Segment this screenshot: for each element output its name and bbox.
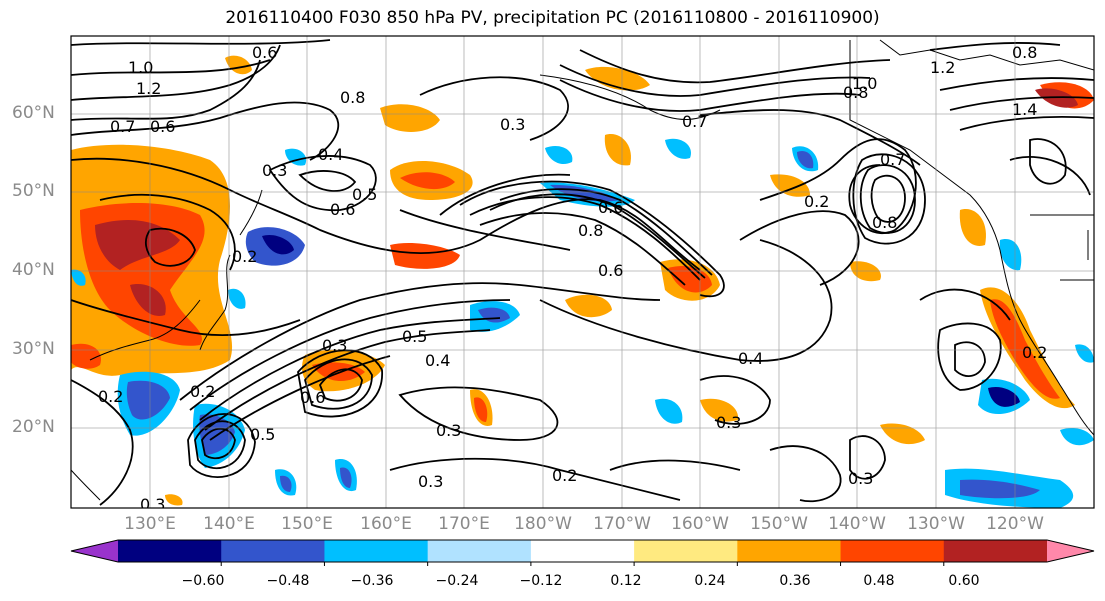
lon-label-120w: 120°W [986, 514, 1044, 534]
colorbar-cell [943, 540, 1048, 562]
contour-label: 0.6 [252, 43, 277, 62]
contour-label: 0.3 [322, 336, 347, 355]
contour-label: 0.3 [262, 161, 287, 180]
contour-label: 0.5 [352, 185, 377, 204]
graticule [71, 36, 1094, 508]
colorbar-tick-label: 0.24 [694, 573, 726, 589]
contour-label: 0.5 [250, 425, 275, 444]
colorbar [70, 539, 1095, 566]
colorbar-cell [737, 540, 842, 562]
contour-label: 0.8 [872, 213, 897, 232]
lon-label-180w: 180°W [514, 514, 572, 534]
map-title: 2016110400 F030 850 hPa PV, precipitatio… [225, 8, 880, 28]
contour-label: 0.8 [340, 88, 365, 107]
contour-label: 0.2 [804, 192, 829, 211]
contour-label: 0.2 [232, 247, 257, 266]
contour-label: 0.2 [1022, 343, 1047, 362]
contour-label: 0.6 [598, 198, 623, 217]
lon-label-170w: 170°W [593, 514, 651, 534]
map-frame [70, 35, 1095, 509]
lon-label-150e: 150°E [281, 514, 333, 534]
lat-label-20n: 20°N [12, 417, 55, 437]
contour-label: 1.2 [136, 79, 161, 98]
colorbar-cell [221, 540, 325, 562]
colorbar-tick-label: 0.48 [863, 573, 895, 589]
colorbar-extend-right [1047, 540, 1094, 562]
contour-label: 0.3 [848, 469, 873, 488]
contour-label: 0.3 [436, 421, 461, 440]
contour-label: 0.8 [1012, 43, 1037, 62]
colorbar-tick-label: 0.60 [948, 573, 980, 589]
colorbar-tick-label: 0.36 [779, 573, 811, 589]
lat-label-30n: 30°N [12, 339, 55, 359]
lat-label-60n: 60°N [12, 103, 55, 123]
contour-label: 0.6 [300, 388, 325, 407]
colorbar-tick-label: −0.12 [519, 573, 563, 589]
contour-label: 0.4 [425, 351, 450, 370]
contour-label: 0.4 [738, 349, 763, 368]
contour-label: 0.3 [716, 413, 741, 432]
contour-label: 0.7 [880, 150, 905, 169]
colorbar-tick-label: −0.24 [435, 573, 479, 589]
colorbar-tick-label: −0.60 [181, 573, 225, 589]
lon-label-160w: 160°W [671, 514, 729, 534]
negative-shading [71, 138, 1094, 508]
contour-label: 0.6 [598, 261, 623, 280]
lon-label-130e: 130°E [124, 514, 176, 534]
lat-label-40n: 40°N [12, 260, 55, 280]
colorbar-cell [324, 540, 429, 562]
contour-label: 1.2 [930, 58, 955, 77]
colorbar-cell [840, 540, 945, 562]
colorbar-cell [427, 540, 532, 562]
colorbar-cell [530, 540, 635, 562]
colorbar-cell [118, 540, 222, 562]
contour-label: 0.2 [190, 382, 215, 401]
lon-label-170e: 170°E [438, 514, 490, 534]
lon-label-150w: 150°W [750, 514, 808, 534]
contour-labels: 0.6 1.0 1.2 0.7 0.6 0.8 0.4 0.3 0.3 0.6 … [98, 43, 1047, 514]
colorbar-tick-label: 0.12 [610, 573, 642, 589]
contour-label: 0.3 [140, 495, 165, 514]
contour-label: 1.0 [128, 58, 153, 77]
contour-label: 1.4 [1012, 100, 1037, 119]
colorbar-tick-label: −0.36 [350, 573, 394, 589]
colorbar-extend-left [71, 540, 118, 562]
contour-label: 0.6 [150, 117, 175, 136]
contour-label: 0.2 [552, 466, 577, 485]
contour-label: 1.0 [852, 74, 877, 93]
lat-label-50n: 50°N [12, 181, 55, 201]
contour-label: 0.7 [682, 112, 707, 131]
lon-label-140e: 140°E [203, 514, 255, 534]
lon-label-140w: 140°W [828, 514, 886, 534]
colorbar-outline [70, 539, 1095, 563]
colorbar-tick-label: −0.48 [266, 573, 310, 589]
lon-label-160e: 160°E [360, 514, 412, 534]
contour-label: 0.3 [500, 115, 525, 134]
lon-label-130w: 130°W [907, 514, 965, 534]
contour-label: 0.8 [843, 83, 868, 102]
pv-contours [71, 39, 1094, 506]
colorbar-cell [634, 540, 738, 562]
contour-label: 0.3 [418, 472, 443, 491]
contour-label: 0.2 [98, 387, 123, 406]
contour-label: 0.4 [318, 145, 343, 164]
contour-label: 0.6 [330, 200, 355, 219]
contour-label: 0.7 [110, 117, 135, 136]
contour-label: 0.5 [402, 327, 427, 346]
contour-label: 0.8 [578, 221, 603, 240]
